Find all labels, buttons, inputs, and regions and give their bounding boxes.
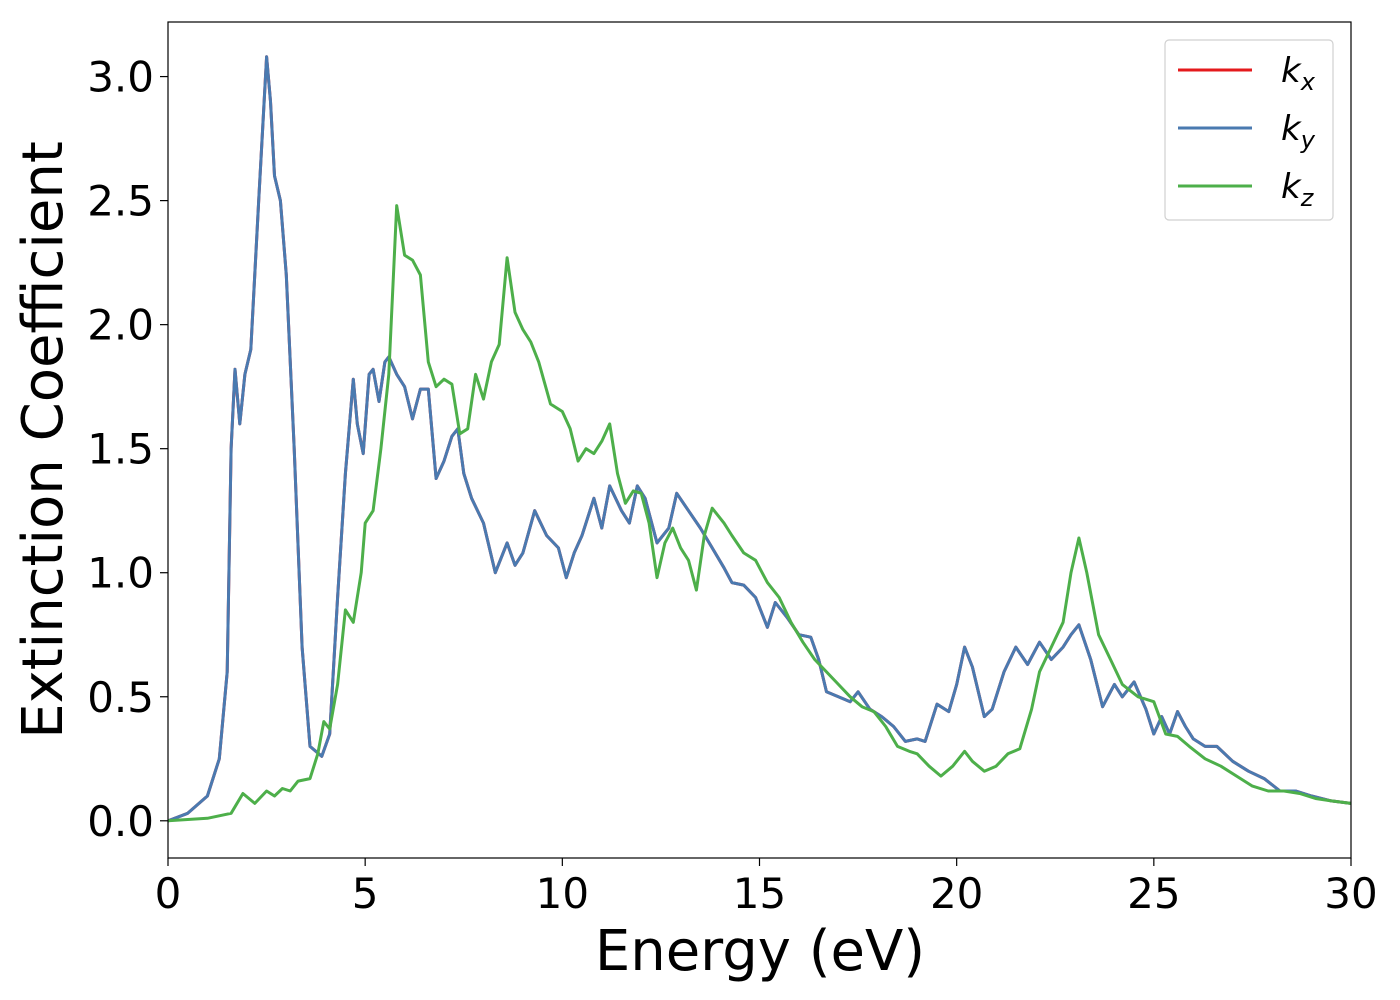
x-axis: 0 5 10 15 20 25 30: [155, 858, 1378, 918]
y-axis: 0.0 0.5 1.0 1.5 2.0 2.5 3.0: [87, 53, 168, 846]
legend-label-kz: kz: [1281, 167, 1315, 212]
y-tick-label: 1.0: [87, 549, 154, 598]
legend-box: [1164, 39, 1334, 221]
x-tick-label: 25: [1127, 869, 1180, 918]
x-tick-label: 5: [352, 869, 379, 918]
x-tick-label: 0: [155, 869, 182, 918]
x-axis-title: Energy (eV): [595, 919, 925, 984]
y-tick-label: 0.5: [87, 673, 154, 722]
y-tick-label: 2.0: [87, 301, 154, 350]
y-tick-label: 1.5: [87, 425, 154, 474]
series-layer: [168, 55, 1351, 823]
x-tick-label: 20: [930, 869, 983, 918]
series-line-kz: [168, 204, 1351, 823]
x-tick-label: 10: [536, 869, 589, 918]
y-tick-label: 2.5: [87, 177, 154, 226]
y-tick-label: 0.0: [87, 797, 154, 846]
x-tick-label: 15: [733, 869, 786, 918]
y-axis-title: Extinction Coefficient: [11, 141, 76, 739]
x-tick-label: 30: [1324, 869, 1377, 918]
series-line-ky: [168, 55, 1351, 823]
y-tick-label: 3.0: [87, 53, 154, 102]
